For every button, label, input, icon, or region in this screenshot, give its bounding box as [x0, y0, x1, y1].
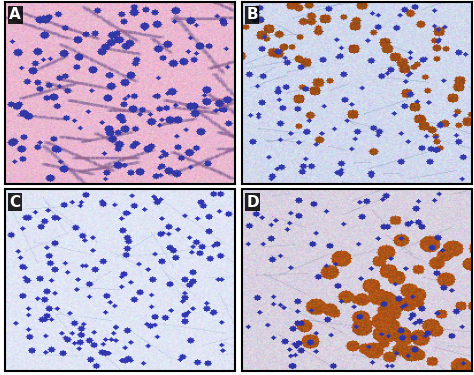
Text: C: C [9, 195, 20, 210]
Text: B: B [246, 8, 258, 22]
Text: D: D [246, 195, 259, 210]
Text: A: A [9, 8, 21, 22]
